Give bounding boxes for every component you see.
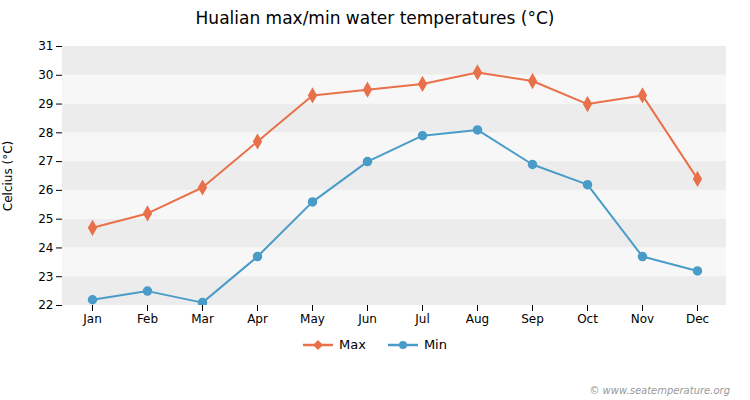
svg-text:28: 28 bbox=[38, 126, 53, 140]
svg-text:Dec: Dec bbox=[686, 312, 709, 326]
svg-text:Apr: Apr bbox=[247, 312, 268, 326]
html-text:Min: Min bbox=[423, 337, 447, 352]
svg-text:24: 24 bbox=[38, 241, 53, 255]
svg-text:27: 27 bbox=[38, 154, 53, 168]
svg-text:Aug: Aug bbox=[466, 312, 489, 326]
svg-text:Sep: Sep bbox=[521, 312, 544, 326]
svg-text:Celcius (°C): Celcius (°C) bbox=[1, 141, 15, 211]
svg-text:Feb: Feb bbox=[137, 312, 158, 326]
svg-text:30: 30 bbox=[38, 68, 53, 82]
svg-text:Jul: Jul bbox=[414, 312, 429, 326]
svg-text:Jan: Jan bbox=[82, 312, 102, 326]
svg-text:Nov: Nov bbox=[631, 312, 654, 326]
svg-text:25: 25 bbox=[38, 212, 53, 226]
svg-text:31: 31 bbox=[38, 39, 53, 53]
svg-text:23: 23 bbox=[38, 270, 53, 284]
svg-text:May: May bbox=[300, 312, 325, 326]
svg-text:Jun: Jun bbox=[357, 312, 377, 326]
svg-text:22: 22 bbox=[38, 298, 53, 312]
html-text:Hualian max/min water temperat: Hualian max/min water temperatures (°C) bbox=[195, 8, 555, 28]
svg-text:Oct: Oct bbox=[577, 312, 598, 326]
svg-text:26: 26 bbox=[38, 183, 53, 197]
html-text:Max: Max bbox=[339, 337, 366, 352]
html-text:© www.seatemperature.org: © www.seatemperature.org bbox=[589, 385, 730, 396]
svg-text:Mar: Mar bbox=[191, 312, 214, 326]
svg-text:29: 29 bbox=[38, 97, 53, 111]
